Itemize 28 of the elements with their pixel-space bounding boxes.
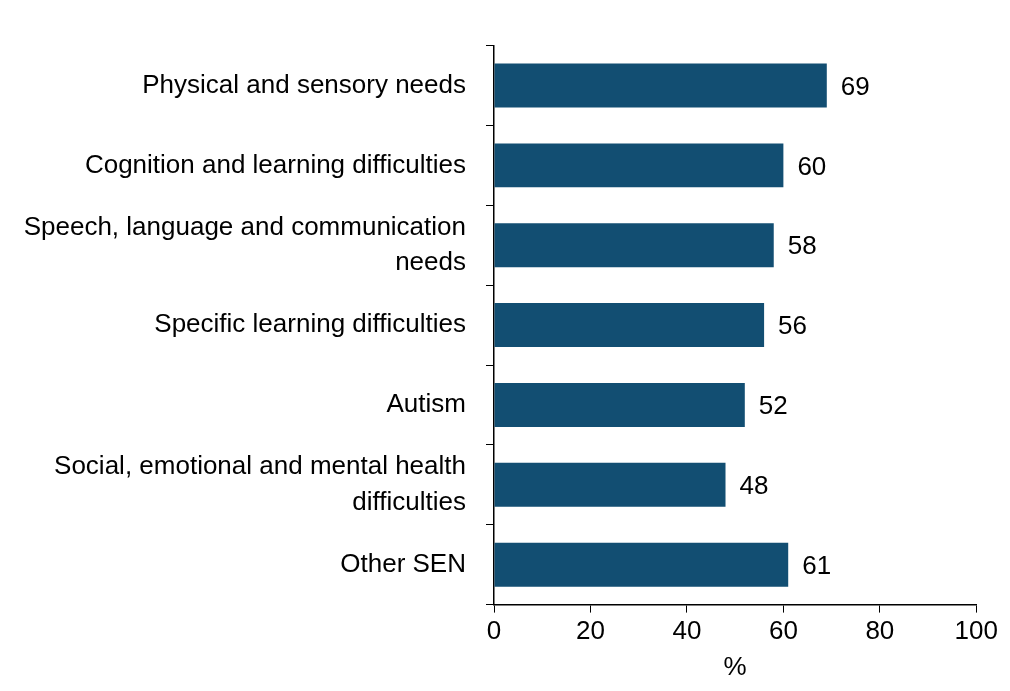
data-label: 60 [797, 150, 827, 181]
data-label: 61 [802, 549, 832, 580]
bar [494, 462, 726, 507]
x-tick-label: 40 [672, 615, 702, 646]
x-tick-label: 80 [865, 615, 895, 646]
bar [494, 63, 827, 108]
data-label: 48 [739, 469, 769, 500]
data-label: 69 [840, 70, 870, 101]
x-tick-label: 20 [576, 615, 605, 646]
bar [494, 382, 745, 427]
x-tick-label: 60 [768, 615, 798, 646]
y-tick-label: Autism [386, 388, 466, 419]
data-label: 56 [778, 310, 808, 341]
data-label: 58 [787, 230, 817, 261]
bar [494, 303, 765, 348]
x-axis-title: % [723, 650, 747, 681]
y-tick-label: Other SEN [340, 547, 466, 578]
data-label: 52 [758, 390, 788, 421]
y-tick-label: Social, emotional and mental health difficulties [54, 450, 466, 516]
bar [494, 542, 789, 587]
y-tick-label: Speech, language and communication needs [23, 210, 466, 276]
x-tick-label: 100 [954, 615, 999, 646]
y-tick-label: Physical and sensory needs [142, 68, 466, 99]
y-tick-label: Specific learning difficulties [154, 308, 466, 339]
x-tick-label: 0 [486, 615, 502, 646]
bar [494, 223, 774, 268]
bar [494, 143, 784, 188]
y-tick-label: Cognition and learning difficulties [84, 148, 466, 179]
